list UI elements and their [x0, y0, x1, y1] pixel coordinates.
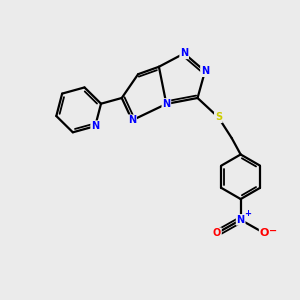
Text: O: O [260, 228, 269, 238]
Text: +: + [244, 209, 251, 218]
Text: N: N [237, 215, 245, 225]
Text: O: O [213, 228, 221, 238]
Text: N: N [128, 115, 136, 125]
Text: −: − [269, 226, 278, 236]
Text: N: N [162, 99, 170, 109]
Text: S: S [215, 112, 222, 122]
Text: N: N [91, 121, 99, 131]
Text: N: N [201, 66, 209, 76]
Text: N: N [180, 48, 188, 59]
